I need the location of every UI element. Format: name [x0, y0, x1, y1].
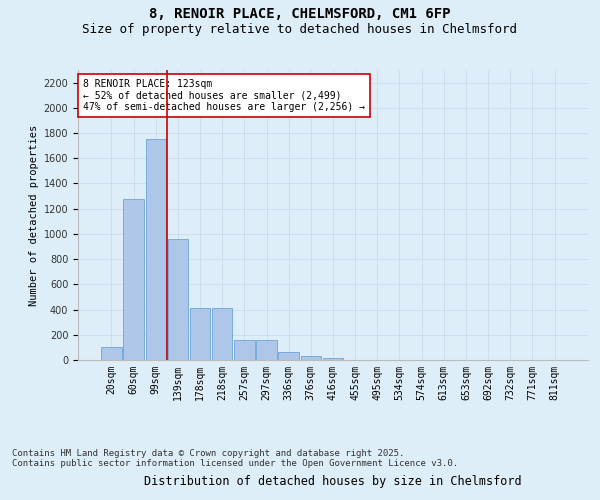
Text: 8 RENOIR PLACE: 123sqm
← 52% of detached houses are smaller (2,499)
47% of semi-: 8 RENOIR PLACE: 123sqm ← 52% of detached… — [83, 78, 365, 112]
Text: Distribution of detached houses by size in Chelmsford: Distribution of detached houses by size … — [144, 474, 522, 488]
Text: 8, RENOIR PLACE, CHELMSFORD, CM1 6FP: 8, RENOIR PLACE, CHELMSFORD, CM1 6FP — [149, 8, 451, 22]
Bar — [190, 308, 210, 360]
Y-axis label: Number of detached properties: Number of detached properties — [29, 124, 40, 306]
Bar — [212, 308, 232, 360]
Bar — [278, 352, 299, 360]
Text: Contains public sector information licensed under the Open Government Licence v3: Contains public sector information licen… — [12, 458, 458, 468]
Bar — [167, 239, 188, 360]
Bar — [124, 198, 144, 360]
Text: Contains HM Land Registry data © Crown copyright and database right 2025.: Contains HM Land Registry data © Crown c… — [12, 448, 404, 458]
Bar — [234, 340, 254, 360]
Bar — [301, 356, 321, 360]
Bar — [256, 340, 277, 360]
Bar — [323, 358, 343, 360]
Bar — [101, 348, 122, 360]
Bar — [146, 140, 166, 360]
Text: Size of property relative to detached houses in Chelmsford: Size of property relative to detached ho… — [83, 22, 517, 36]
